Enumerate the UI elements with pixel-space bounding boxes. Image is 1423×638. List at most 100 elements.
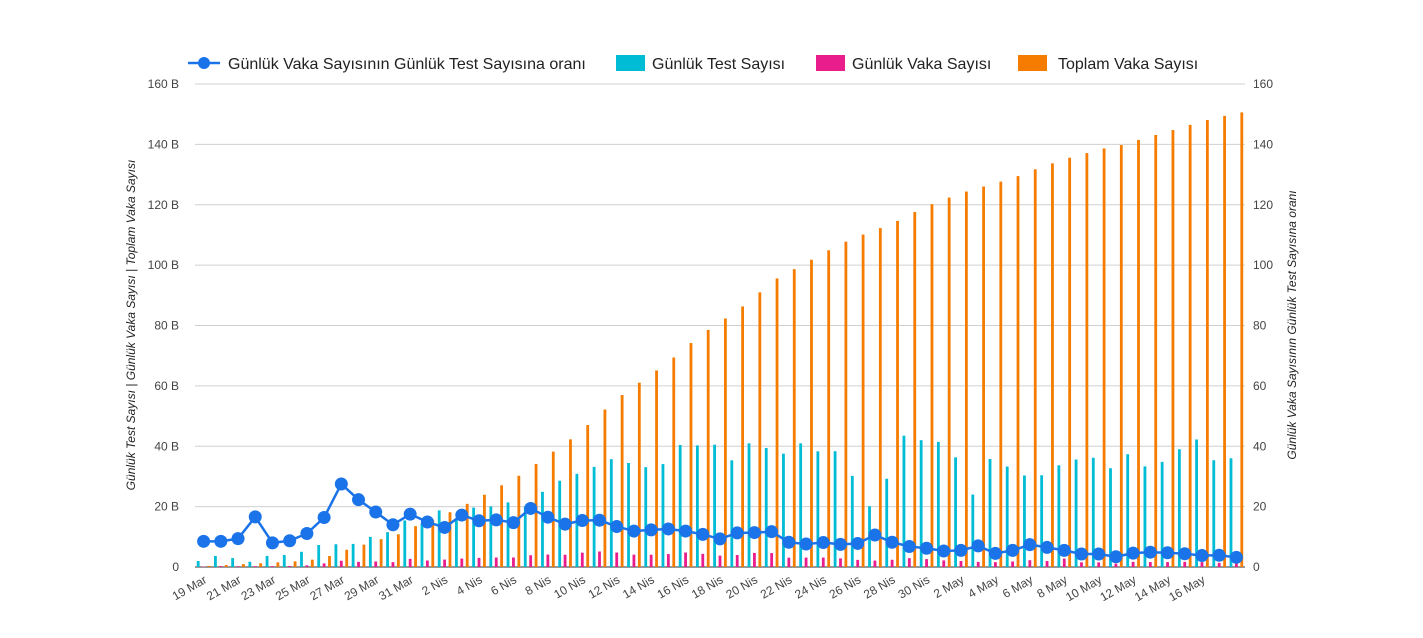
bar-tests	[506, 502, 510, 567]
ratio-point	[816, 536, 830, 550]
y-tick-label-left: 100 B	[148, 258, 179, 272]
bar-total-cases	[947, 197, 951, 567]
bar-tests	[368, 536, 372, 567]
bar-tests	[1040, 475, 1044, 567]
bar-total-cases	[792, 269, 796, 567]
bar-daily-cases	[598, 551, 601, 567]
bar-total-cases	[741, 306, 745, 567]
x-tick-label: 28 Nis	[861, 572, 897, 601]
bar-daily-cases	[856, 559, 860, 567]
bar-total-cases	[620, 395, 624, 567]
bar-total-cases	[1068, 157, 1072, 567]
x-tick-label: 22 Nis	[758, 572, 794, 601]
bar-tests	[661, 464, 665, 567]
bar-daily-cases	[1028, 560, 1032, 567]
bar-tests	[816, 451, 820, 567]
ratio-point	[300, 526, 314, 540]
ratio-point	[610, 520, 624, 534]
bar-total-cases	[861, 234, 865, 568]
bar-tests	[1005, 466, 1009, 567]
ratio-point	[248, 510, 262, 524]
y-axis-left: 0 20 B 40 B 60 B 80 B 100 B 120 B 140 B 160 B	[148, 77, 180, 574]
ratio-point	[489, 513, 503, 527]
bar-daily-cases	[1234, 563, 1238, 567]
y-tick-label-right: 0	[1253, 560, 1260, 574]
ratio-point	[713, 532, 727, 546]
bar-daily-cases	[873, 560, 877, 567]
bar-total-cases	[276, 562, 280, 567]
bar-daily-cases	[529, 555, 533, 567]
bar-total-cases	[414, 526, 417, 567]
bar-total-cases	[586, 425, 590, 567]
ratio-point	[799, 537, 813, 551]
bar-total-cases	[310, 559, 314, 567]
bar-total-cases	[483, 494, 486, 567]
ratio-point	[765, 525, 779, 539]
ratio-point	[541, 510, 555, 524]
ratio-point	[472, 514, 486, 528]
legend-swatch-total-cases	[1018, 55, 1047, 71]
bar-total-cases	[224, 564, 228, 567]
x-tick-label: 29 Mar	[342, 572, 381, 603]
bar-tests	[1057, 465, 1061, 567]
legend: Günlük Vaka Sayısının Günlük Test Sayısı…	[188, 55, 1198, 73]
bar-tests	[936, 441, 940, 567]
bar-daily-cases	[236, 566, 240, 567]
ratio-point	[593, 513, 607, 527]
bar-daily-cases	[494, 557, 498, 567]
bar-daily-cases	[1062, 558, 1066, 567]
x-tick-label: 16 Nis	[655, 572, 691, 601]
legend-swatch-tests	[616, 55, 645, 71]
ratio-point	[1126, 546, 1140, 560]
bar-tests	[695, 445, 699, 567]
y-tick-label-right: 100	[1253, 258, 1273, 272]
bar-total-cases	[242, 564, 245, 567]
ratio-point	[730, 526, 744, 540]
bar-tests	[730, 460, 734, 567]
ratio-point	[1023, 538, 1037, 552]
ratio-point	[403, 507, 417, 521]
bar-tests	[265, 555, 269, 567]
bar-total-cases	[896, 220, 899, 567]
ratio-point	[661, 522, 675, 536]
x-tick-label: 4 Nis	[454, 572, 485, 598]
bar-daily-cases	[770, 553, 774, 567]
ratio-point	[696, 527, 710, 541]
ratio-point	[575, 514, 589, 528]
ratio-point	[885, 535, 899, 549]
ratio-point	[197, 534, 211, 548]
bar-daily-cases	[512, 557, 515, 567]
ratio-point	[1074, 547, 1088, 561]
bar-daily-cases	[460, 558, 464, 567]
bar-daily-cases	[959, 561, 963, 567]
bar-tests	[747, 443, 751, 567]
bar-total-cases	[982, 186, 985, 567]
bar-total-cases	[1188, 124, 1192, 567]
bar-tests	[282, 555, 286, 567]
bar-daily-cases	[425, 560, 429, 567]
x-tick-label: 8 Nis	[523, 572, 554, 598]
ratio-point	[902, 539, 916, 553]
y-tick-label-right: 40	[1253, 439, 1267, 453]
bar-tests	[1023, 475, 1026, 567]
ratio-point	[988, 546, 1002, 560]
bar-daily-cases	[408, 558, 412, 567]
bar-daily-cases	[907, 558, 911, 567]
ratio-point	[1092, 547, 1106, 561]
ratio-point	[214, 534, 228, 548]
y-tick-label-left: 160 B	[148, 77, 179, 91]
bar-daily-cases	[322, 563, 326, 567]
bar-tests	[1143, 466, 1147, 567]
bar-total-cases	[964, 191, 968, 568]
legend-label-tests: Günlük Test Sayısı	[652, 56, 785, 73]
bar-tests	[971, 494, 975, 567]
bar-total-cases	[878, 228, 882, 568]
bar-tests	[214, 555, 217, 567]
bar-daily-cases	[1148, 562, 1152, 567]
legend-label-total-cases: Toplam Vaka Sayısı	[1058, 56, 1198, 73]
x-tick-label: 12 Nis	[586, 572, 622, 601]
ratio-point	[833, 537, 847, 551]
bar-daily-cases	[994, 562, 997, 567]
bar-tests	[334, 544, 338, 567]
bar-daily-cases	[925, 559, 928, 567]
